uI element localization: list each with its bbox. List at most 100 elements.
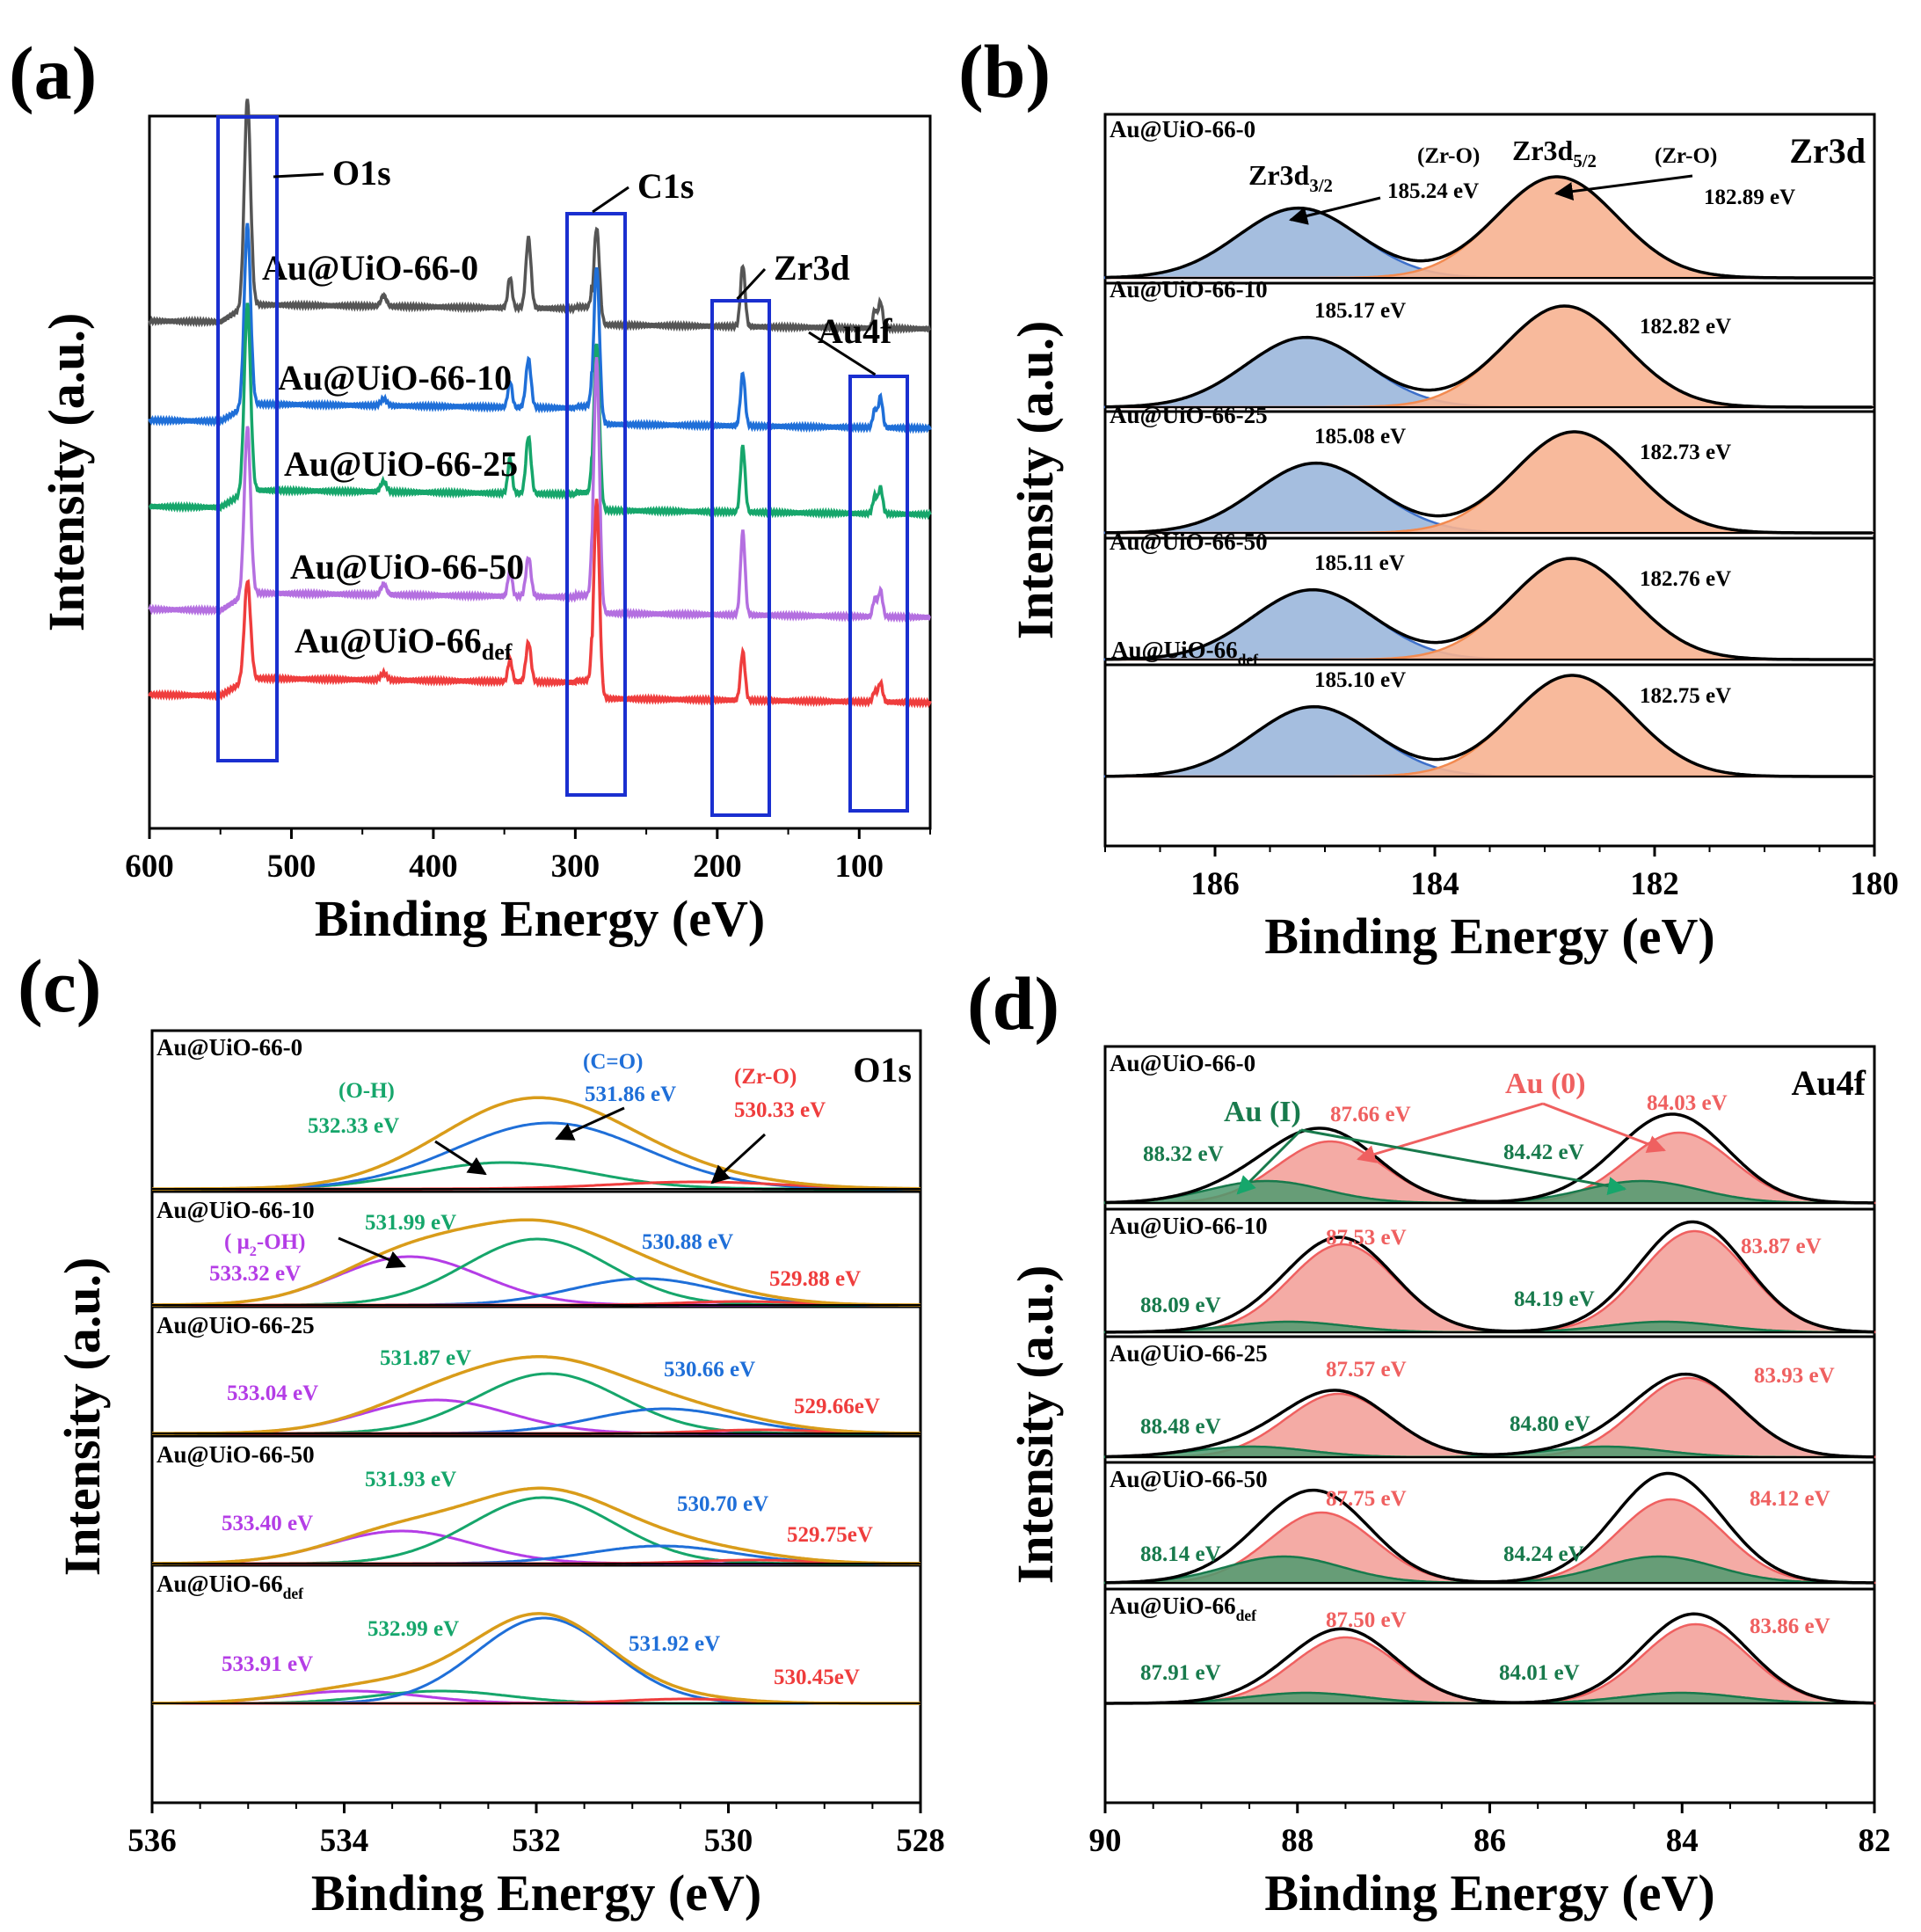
zr3d-sample-label: Au@UiO-66-50 — [1110, 529, 1268, 555]
au0-52-value-label: 83.86 eV — [1750, 1615, 1830, 1638]
panel-a-x-tick-label: 500 — [267, 849, 317, 885]
survey-line-0 — [148, 98, 932, 335]
panel-d-title: Au4f — [1792, 1063, 1866, 1103]
region-leader-O1s — [273, 172, 324, 179]
survey-series-label: Au@UiO-66def — [295, 621, 513, 665]
survey-series-label: Au@UiO-66-10 — [278, 358, 512, 397]
zr3d52-value-label: 182.73 eV — [1640, 441, 1731, 464]
au4f-sample-label: Au@UiO-66-50 — [1110, 1466, 1268, 1492]
region-leader-Au4f — [808, 331, 877, 376]
region-leader-C1s — [592, 186, 629, 214]
panel-c-x-axis-title: Binding Energy (eV) — [311, 1864, 761, 1921]
panel-d-x-tick-label: 86 — [1473, 1823, 1506, 1859]
au1-72-value-label: 88.32 eV — [1143, 1142, 1224, 1166]
o1s-peak-value-label: 530.45eV — [774, 1666, 860, 1689]
panel-d-x-tick-label: 84 — [1666, 1823, 1699, 1859]
o1s-peak-value-label: 531.92 eV — [629, 1632, 720, 1656]
zr3d-sample-label: Au@UiO-66-25 — [1110, 402, 1268, 428]
au0-72-value-label: 87.75 eV — [1326, 1487, 1407, 1511]
panel-c-x-tick-label: 528 — [896, 1823, 945, 1859]
panel-d-letter: (d) — [967, 961, 1059, 1046]
panel-b-y-axis-title: Intensity (a.u.) — [1007, 321, 1064, 640]
o1s-sample-label: Au@UiO-66-50 — [156, 1441, 315, 1468]
zr3d52-value-label: 182.76 eV — [1640, 567, 1731, 591]
panel-d-x-tick-label: 82 — [1859, 1823, 1891, 1859]
panel-b-letter: (b) — [958, 29, 1051, 113]
panel-a-x-tick-label: 600 — [125, 849, 174, 885]
survey-line-3 — [148, 357, 931, 623]
au4f-envelope — [1105, 1372, 1874, 1459]
panel-a-letter: (a) — [9, 31, 97, 115]
region-box-Au4f — [848, 375, 909, 813]
au4f-envelope — [1104, 1112, 1874, 1205]
o1s-peak-value-label: 530.33 eV — [734, 1098, 826, 1122]
o1s-peak-value-label: 533.91 eV — [222, 1652, 313, 1676]
zr3d32-value-label: 185.11 eV — [1314, 551, 1405, 575]
au0-arrow-left — [1356, 1102, 1544, 1163]
au1-72-value-label: 88.48 eV — [1140, 1415, 1221, 1439]
o1s-sample-label: Au@UiO-66-0 — [156, 1034, 302, 1061]
survey-series-label: Au@UiO-66-25 — [284, 444, 518, 484]
au1-72-value-label: 88.09 eV — [1140, 1294, 1221, 1317]
zr3d52-value-label: 182.89 eV — [1704, 186, 1795, 209]
o1s-peak-value-label: 530.66 eV — [664, 1358, 755, 1382]
o1s-oh-assignment: (O-H) — [338, 1079, 395, 1103]
o1s-mu2oh-arrow — [338, 1236, 406, 1269]
panel-a-y-axis-title: Intensity (a.u.) — [38, 313, 95, 632]
panel-c-x-tick-label: 534 — [320, 1823, 369, 1859]
o1s-oh-arrow — [434, 1140, 487, 1176]
o1s-peak-value-label: 532.33 eV — [308, 1114, 399, 1138]
o1s-co-assignment: (C=O) — [583, 1050, 643, 1074]
o1s-peak-value-label: 532.99 eV — [367, 1617, 459, 1641]
panel-b-title: Zr3d — [1789, 131, 1866, 171]
o1s-peak-value-label: 531.93 eV — [365, 1468, 456, 1491]
au0-72-value-label: 87.53 eV — [1326, 1226, 1407, 1250]
o1s-zro-assignment: (Zr-O) — [734, 1065, 797, 1089]
au0-52-value-label: 83.93 eV — [1754, 1364, 1835, 1388]
panel-c-o1s-spectra: (c) 536 534 532 530 528 Binding Energy (eV) Int… — [18, 944, 945, 1921]
panel-a-survey-spectra: (a) 600 500 400 300 200 100 Binding Energy (eV)… — [9, 31, 932, 947]
survey-line-4 — [148, 499, 932, 709]
panel-a-x-axis-title: Binding Energy (eV) — [315, 890, 765, 947]
panel-b-x-tick-label: 182 — [1630, 866, 1679, 902]
au1-arrow-right — [1300, 1128, 1627, 1195]
zr3d-sample-label: Au@UiO-66def — [1111, 637, 1259, 668]
panel-d-au4f-spectra: (d) 90 88 86 84 82 Binding Energy (eV) Intensit… — [967, 961, 1891, 1921]
o1s-envelope — [152, 1355, 921, 1435]
au1-legend-label: Au (I) — [1224, 1096, 1301, 1128]
o1s-component-line — [152, 1121, 920, 1191]
o1s-peak-value-label: 531.87 eV — [380, 1346, 471, 1370]
au1-72-value-label: 87.91 eV — [1140, 1661, 1221, 1685]
au0-arrow-right — [1542, 1102, 1666, 1154]
au0-72-value-label: 87.57 eV — [1326, 1358, 1407, 1382]
zr3d52-assignment: (Zr-O) — [1655, 144, 1717, 168]
au0-52-value-label: 84.03 eV — [1647, 1091, 1728, 1115]
panel-b-x-axis-title: Binding Energy (eV) — [1264, 908, 1714, 965]
au4f-sample-label: Au@UiO-66-25 — [1110, 1340, 1268, 1367]
zr3d-envelope — [1105, 557, 1873, 661]
region-label-Zr3d: Zr3d — [774, 248, 850, 288]
o1s-envelope — [152, 1486, 920, 1565]
zr3d32-value-label: 185.08 eV — [1314, 425, 1406, 448]
zr3d-envelope — [1104, 304, 1873, 409]
region-leader-Zr3d — [736, 267, 767, 301]
panel-c-y-axis-title: Intensity (a.u.) — [54, 1258, 111, 1577]
o1s-peak-value-label: 531.86 eV — [585, 1083, 676, 1106]
o1s-envelope — [152, 1096, 920, 1191]
o1s-peak-value-label: 533.40 eV — [222, 1512, 313, 1535]
region-box-C1s — [565, 212, 627, 797]
survey-line-1 — [148, 222, 932, 434]
au4f-envelope — [1105, 1220, 1874, 1334]
zr3d32-value-label: 185.17 eV — [1314, 299, 1406, 323]
au1-52-value-label: 84.42 eV — [1503, 1141, 1584, 1164]
panel-c-x-tick-label: 532 — [512, 1823, 561, 1859]
au4f-envelope — [1105, 1471, 1874, 1585]
o1s-mu2oh-assignment: ( μ2-OH) — [224, 1230, 305, 1259]
au4f-envelope — [1105, 1612, 1875, 1705]
panel-d-x-tick-label: 90 — [1089, 1823, 1122, 1859]
o1s-peak-value-label: 533.04 eV — [227, 1382, 318, 1405]
panel-a-x-tick-label: 100 — [835, 849, 884, 885]
zr3d32-value-label: 185.10 eV — [1314, 668, 1406, 692]
zr3d52-component-label: Zr3d5/2 — [1512, 135, 1597, 171]
